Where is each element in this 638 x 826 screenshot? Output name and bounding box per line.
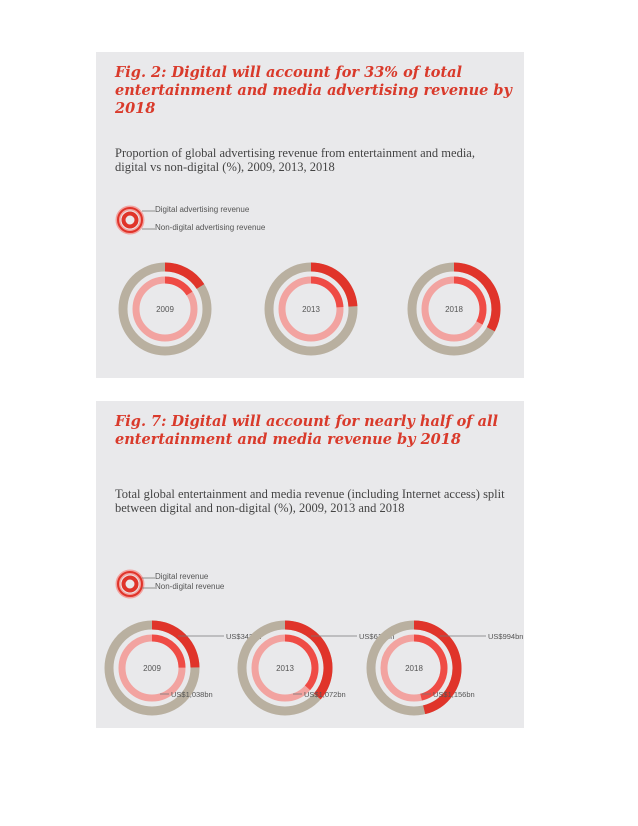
legend-digital: Digital revenue [155, 572, 209, 581]
legend-digital: Digital advertising revenue [155, 205, 250, 214]
digital-inner-arc [151, 634, 186, 668]
digital-inner-arc [413, 634, 448, 701]
year-label: 2018 [405, 664, 423, 673]
figure-subtitle: Total global entertainment and media rev… [115, 487, 505, 515]
year-label: 2009 [143, 664, 161, 673]
legend-ring-icon [115, 205, 155, 235]
figure-title: Fig. 7: Digital will account for nearly … [115, 413, 498, 448]
figure-2-panel: Fig. 2: Digital will account for 33% of … [96, 52, 524, 378]
digital-outer-arc [284, 620, 333, 700]
digital-inner-arc [284, 634, 319, 691]
figure-7-panel: Fig. 7: Digital will account for nearly … [96, 401, 524, 728]
donut-2018: 2018 US$994bn US$1,156bn [366, 620, 523, 716]
year-label: 2018 [445, 305, 463, 314]
digital-outer-arc [413, 620, 462, 715]
donut-charts: 2009 US$342bn US$1,038bn 2013 US$616bn US$1,0… [104, 620, 523, 716]
digital-inner-arc [164, 276, 193, 296]
donut-2013: 2013 [264, 262, 358, 356]
donut-2018: 2018 [407, 262, 501, 356]
donut-2009: 2009 [118, 262, 212, 356]
digital-outer-arc [310, 262, 358, 307]
legend-nondigital: Non-digital revenue [155, 582, 225, 591]
donut-2009: 2009 US$342bn US$1,038bn [104, 620, 261, 716]
digital-inner-arc [453, 276, 487, 325]
digital-outer-arc [164, 262, 205, 290]
nondigital-value-label: US$1,156bn [433, 690, 475, 699]
legend-nondigital: Non-digital advertising revenue [155, 223, 266, 232]
donut-2013: 2013 US$616bn US$1,072bn [237, 620, 394, 716]
year-label: 2013 [302, 305, 320, 314]
figure-title: Fig. 2: Digital will account for 33% of … [115, 64, 512, 117]
figure-subtitle: Proportion of global advertising revenue… [115, 146, 475, 174]
digital-value-label: US$342bn [226, 632, 261, 641]
digital-value-label: US$994bn [488, 632, 523, 641]
donut-charts: 2009 2013 2018 [118, 262, 501, 356]
digital-outer-arc [453, 262, 501, 332]
digital-outer-arc [151, 620, 200, 668]
year-label: 2013 [276, 664, 294, 673]
nondigital-value-label: US$1,038bn [171, 690, 213, 699]
year-label: 2009 [156, 305, 174, 314]
legend-ring-icon [115, 569, 155, 599]
digital-value-label: US$616bn [359, 632, 394, 641]
nondigital-value-label: US$1,072bn [304, 690, 346, 699]
digital-inner-arc [310, 276, 344, 308]
